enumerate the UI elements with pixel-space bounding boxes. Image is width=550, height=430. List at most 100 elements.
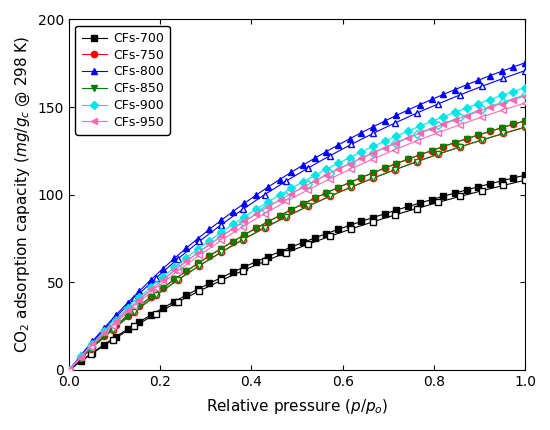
CFs-750 xyxy=(498,125,505,130)
CFs-750 xyxy=(265,219,271,224)
CFs-800 xyxy=(475,77,482,83)
CFs-800 xyxy=(358,130,365,135)
CFs-950 xyxy=(440,122,447,127)
CFs-700 xyxy=(160,306,166,311)
CFs-850 xyxy=(253,226,260,231)
CFs-850 xyxy=(382,166,388,171)
CFs-950 xyxy=(452,117,458,123)
CFs-950 xyxy=(194,250,201,255)
CFs-850 xyxy=(300,201,306,206)
CFs-700 xyxy=(253,259,260,264)
CFs-850 xyxy=(405,157,411,162)
CFs-700 xyxy=(510,175,516,181)
CFs-850 xyxy=(452,140,458,145)
CFs-950 xyxy=(136,297,142,302)
CFs-950 xyxy=(358,156,365,161)
CFs-900 xyxy=(358,149,365,154)
CFs-800 xyxy=(78,353,84,358)
CFs-800 xyxy=(229,209,236,214)
CFs-700 xyxy=(498,178,505,184)
CFs-900 xyxy=(346,155,353,160)
CFs-800 xyxy=(416,102,423,107)
CFs-700 xyxy=(241,264,248,270)
CFs-900 xyxy=(253,207,260,212)
CFs-700 xyxy=(66,367,73,372)
CFs-900 xyxy=(323,167,329,172)
CFs-950 xyxy=(171,268,178,273)
CFs-900 xyxy=(428,119,435,124)
CFs-700 xyxy=(323,231,329,236)
CFs-800 xyxy=(183,246,189,251)
CFs-900 xyxy=(522,85,529,90)
CFs-900 xyxy=(440,114,447,120)
CFs-700 xyxy=(78,359,84,364)
CFs-900 xyxy=(206,238,213,243)
CFs-950 xyxy=(323,172,329,178)
CFs-900 xyxy=(160,274,166,280)
CFs-850 xyxy=(124,313,131,318)
CFs-700 xyxy=(147,312,154,317)
CFs-850 xyxy=(206,253,213,258)
CFs-900 xyxy=(194,247,201,252)
CFs-700 xyxy=(218,275,224,280)
CFs-800 xyxy=(323,149,329,154)
CFs-950 xyxy=(218,234,224,239)
CFs-850 xyxy=(323,190,329,196)
CFs-850 xyxy=(194,261,201,266)
CFs-800 xyxy=(253,193,260,198)
CFs-700 xyxy=(463,187,470,193)
CFs-750 xyxy=(101,333,107,338)
CFs-700 xyxy=(370,215,376,220)
CFs-700 xyxy=(183,293,189,298)
CFs-900 xyxy=(335,161,342,166)
CFs-700 xyxy=(124,326,131,332)
CFs-900 xyxy=(218,230,224,235)
CFs-750 xyxy=(183,269,189,274)
CFs-950 xyxy=(300,185,306,190)
CFs-800 xyxy=(440,92,447,97)
CFs-750 xyxy=(253,226,260,231)
CFs-900 xyxy=(66,367,73,372)
CFs-800 xyxy=(206,227,213,232)
CFs-750 xyxy=(113,323,119,328)
CFs-800 xyxy=(311,156,318,161)
CFs-700 xyxy=(382,211,388,216)
CFs-700 xyxy=(335,227,342,232)
CFs-800 xyxy=(276,177,283,182)
CFs-900 xyxy=(241,214,248,219)
CFs-950 xyxy=(265,204,271,209)
CFs-950 xyxy=(405,135,411,141)
CFs-800 xyxy=(452,87,458,92)
CFs-850 xyxy=(510,122,516,127)
CFs-850 xyxy=(147,294,154,299)
CFs-750 xyxy=(241,232,248,237)
CFs-700 xyxy=(405,204,411,209)
X-axis label: Relative pressure ($p/p_{o}$): Relative pressure ($p/p_{o}$) xyxy=(206,397,388,416)
CFs-800 xyxy=(370,124,376,129)
CFs-750 xyxy=(382,166,388,171)
CFs-850 xyxy=(113,323,119,328)
CFs-900 xyxy=(89,341,96,346)
CFs-850 xyxy=(346,180,353,185)
Line: CFs-700: CFs-700 xyxy=(66,172,528,373)
CFs-950 xyxy=(147,287,154,292)
CFs-950 xyxy=(463,113,470,118)
CFs-850 xyxy=(463,136,470,141)
CFs-950 xyxy=(124,307,131,313)
CFs-800 xyxy=(171,256,178,261)
CFs-950 xyxy=(101,330,107,335)
CFs-750 xyxy=(78,356,84,361)
CFs-750 xyxy=(440,144,447,149)
CFs-850 xyxy=(416,152,423,157)
Line: CFs-900: CFs-900 xyxy=(66,85,528,373)
CFs-800 xyxy=(487,73,493,78)
CFs-850 xyxy=(241,232,248,237)
CFs-850 xyxy=(393,161,400,166)
CFs-800 xyxy=(113,313,119,318)
CFs-800 xyxy=(124,300,131,305)
CFs-950 xyxy=(335,167,342,172)
CFs-700 xyxy=(346,223,353,228)
CFs-850 xyxy=(265,219,271,224)
CFs-900 xyxy=(136,295,142,300)
CFs-700 xyxy=(265,254,271,259)
